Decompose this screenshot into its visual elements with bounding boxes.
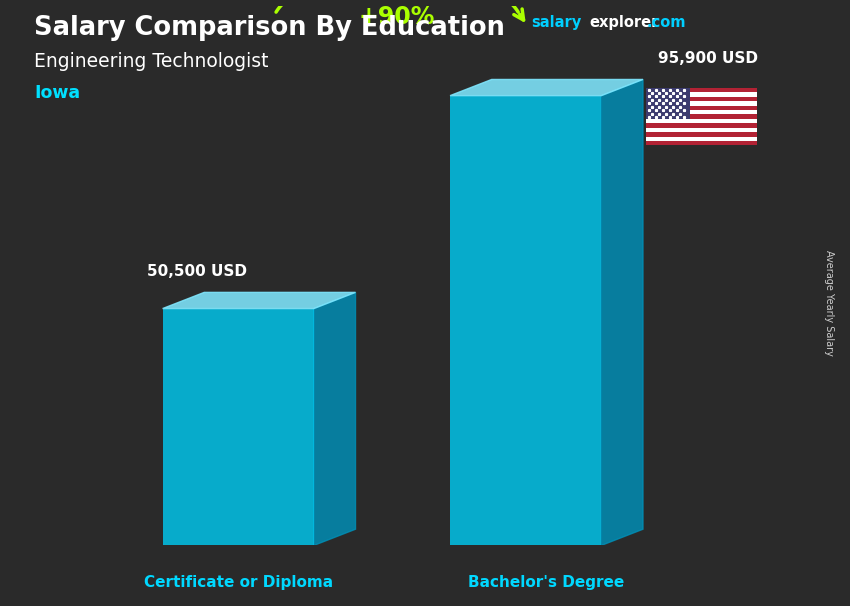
Bar [646, 92, 756, 97]
Bar [162, 308, 314, 545]
Text: 50,500 USD: 50,500 USD [148, 264, 247, 279]
Bar [646, 132, 756, 136]
Text: 95,900 USD: 95,900 USD [658, 51, 758, 66]
Bar [646, 123, 756, 128]
Bar [646, 115, 756, 119]
Text: explorer: explorer [589, 15, 659, 30]
Polygon shape [162, 292, 355, 308]
Text: Iowa: Iowa [34, 84, 80, 102]
Text: Average Yearly Salary: Average Yearly Salary [824, 250, 834, 356]
Bar [646, 101, 756, 105]
Bar [646, 119, 756, 123]
Bar [450, 96, 601, 545]
Bar [646, 110, 756, 115]
Bar [646, 136, 756, 141]
Bar [646, 97, 756, 101]
Text: Bachelor's Degree: Bachelor's Degree [468, 575, 625, 590]
Polygon shape [450, 79, 643, 96]
Text: salary: salary [531, 15, 581, 30]
Text: Salary Comparison By Education: Salary Comparison By Education [34, 15, 505, 41]
Bar [646, 88, 756, 92]
Text: Certificate or Diploma: Certificate or Diploma [144, 575, 333, 590]
Bar [646, 105, 756, 110]
Polygon shape [314, 292, 355, 545]
Bar [646, 128, 756, 132]
Polygon shape [601, 79, 643, 545]
Text: .com: .com [647, 15, 686, 30]
Bar [646, 141, 756, 145]
Text: Engineering Technologist: Engineering Technologist [34, 52, 269, 70]
Bar [646, 88, 690, 119]
Text: +90%: +90% [359, 5, 435, 30]
